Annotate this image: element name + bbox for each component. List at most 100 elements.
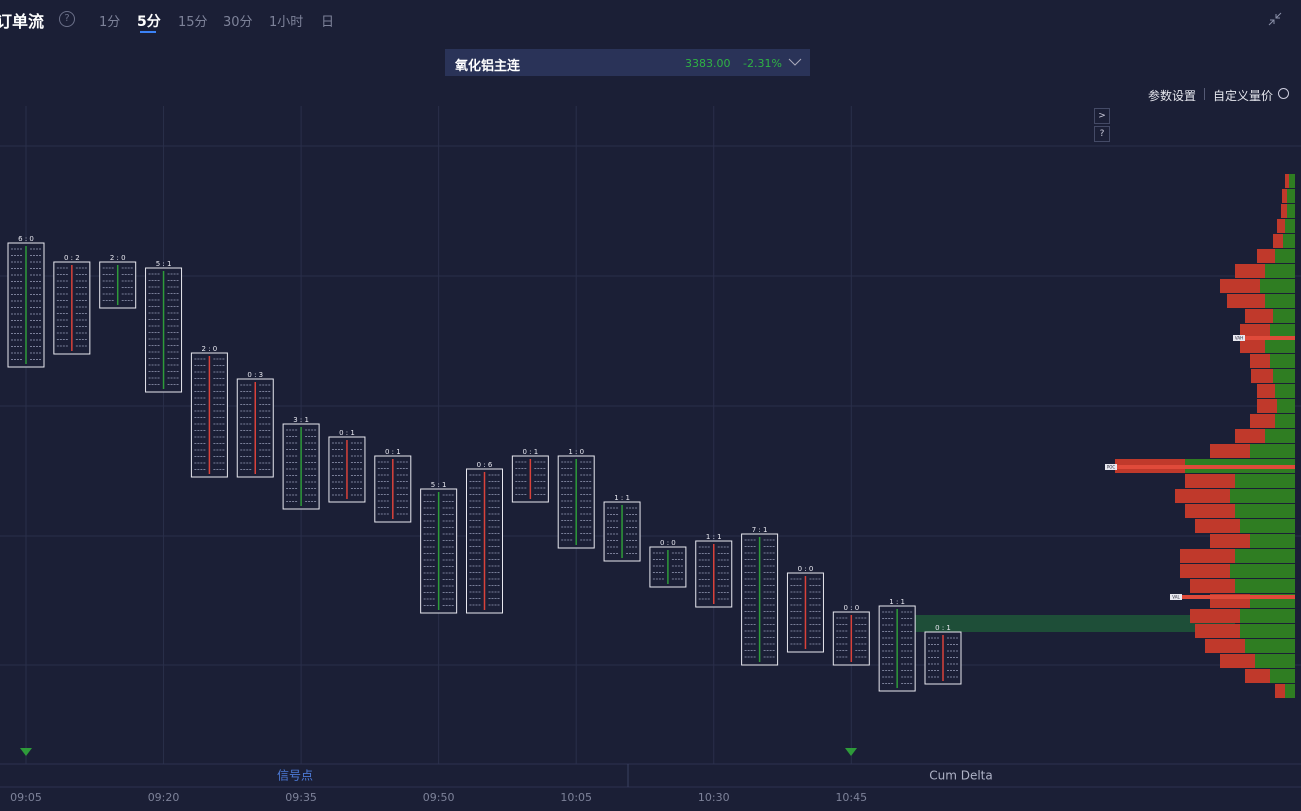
- profile-sell: [1282, 189, 1287, 203]
- profile-sell: [1210, 444, 1250, 458]
- collapse-icon[interactable]: [1266, 10, 1284, 28]
- profile-sell: [1257, 399, 1277, 413]
- profile-sell: [1245, 669, 1270, 683]
- footprint-header: 0 : 1: [339, 429, 355, 437]
- x-tick-label: 09:50: [423, 791, 455, 804]
- tab-underline: [140, 31, 156, 33]
- profile-sell: [1273, 234, 1283, 248]
- signal-marker: [845, 748, 857, 756]
- profile-buy: [1230, 564, 1295, 578]
- profile-sell: [1257, 384, 1275, 398]
- profile-buy: [1255, 654, 1295, 668]
- profile-sell: [1250, 354, 1270, 368]
- instrument-change: -2.31%: [743, 57, 782, 70]
- instrument-name: 氧化铝主连: [455, 59, 521, 74]
- marker-label: VAH: [1235, 336, 1243, 341]
- profile-sell: [1175, 489, 1230, 503]
- profile-buy: [1235, 579, 1295, 593]
- profile-sell: [1205, 639, 1245, 653]
- profile-sell: [1235, 264, 1265, 278]
- instrument-bar[interactable]: 氧化铝主连 3383.00 -2.31%: [445, 49, 810, 76]
- value-band: [915, 615, 1235, 632]
- profile-buy: [1287, 189, 1295, 203]
- custom-button[interactable]: 自定义量价: [1213, 89, 1274, 103]
- profile-buy: [1265, 429, 1295, 443]
- profile-sell: [1220, 279, 1260, 293]
- footprint-header: 0 : 0: [843, 604, 859, 612]
- profile-sell: [1195, 519, 1240, 533]
- profile-buy: [1265, 294, 1295, 308]
- side-button[interactable]: >: [1094, 108, 1110, 124]
- profile-buy: [1287, 204, 1295, 218]
- help-button[interactable]: ?: [59, 11, 75, 27]
- marker-label: VAL: [1172, 595, 1180, 600]
- profile-buy: [1240, 519, 1295, 533]
- settings-button[interactable]: 参数设置: [1148, 89, 1197, 103]
- marker-tag: [1170, 594, 1182, 600]
- footprint-header: 0 : 1: [935, 624, 951, 632]
- footprint-header: 2 : 0: [202, 345, 218, 353]
- profile-sell: [1190, 609, 1240, 623]
- footprint-header: 3 : 1: [293, 416, 309, 424]
- profile-sell: [1180, 549, 1235, 563]
- instrument-price: 3383.00: [685, 57, 731, 70]
- marker-tag: [1233, 335, 1245, 341]
- profile-buy: [1285, 684, 1295, 698]
- footprint-header: 7 : 1: [752, 526, 768, 534]
- profile-buy: [1273, 369, 1295, 383]
- profile-sell: [1245, 309, 1273, 323]
- interval-tab[interactable]: 30分: [223, 15, 253, 30]
- x-tick-label: 09:05: [10, 791, 42, 804]
- profile-buy: [1275, 414, 1295, 428]
- interval-tab[interactable]: 15分: [178, 15, 208, 30]
- interval-tab[interactable]: 日: [321, 15, 335, 30]
- profile-sell: [1257, 249, 1275, 263]
- profile-buy: [1250, 534, 1295, 548]
- profile-sell: [1250, 414, 1275, 428]
- interval-tab[interactable]: 1分: [99, 15, 121, 30]
- profile-sell: [1285, 174, 1289, 188]
- title: 订单流: [0, 12, 45, 31]
- footprint-header: 0 : 1: [522, 448, 538, 456]
- footprint-header: 0 : 1: [385, 448, 401, 456]
- x-tick-label: 10:30: [698, 791, 730, 804]
- footprint-header: 2 : 0: [110, 254, 126, 262]
- separator: [1204, 88, 1205, 100]
- marker-tag: [1105, 464, 1117, 470]
- bottom-tab[interactable]: 信号点: [277, 769, 313, 783]
- profile-buy: [1250, 444, 1295, 458]
- x-tick-label: 09:20: [148, 791, 180, 804]
- profile-sell: [1251, 369, 1273, 383]
- footprint-header: 5 : 1: [431, 481, 447, 489]
- interval-tab[interactable]: 5分: [137, 14, 161, 30]
- interval-tab[interactable]: 1小时: [269, 15, 304, 30]
- profile-buy: [1277, 399, 1295, 413]
- profile-sell: [1185, 474, 1235, 488]
- dropdown-icon: [788, 58, 802, 66]
- footprint-header: 0 : 0: [660, 539, 676, 547]
- footprint-header: 1 : 0: [568, 448, 584, 456]
- profile-buy: [1273, 309, 1295, 323]
- side-button[interactable]: ?: [1094, 126, 1110, 142]
- signal-marker: [20, 748, 32, 756]
- profile-sell: [1185, 504, 1235, 518]
- footprint-header: 1 : 1: [614, 494, 630, 502]
- profile-sell: [1281, 204, 1287, 218]
- profile-buy: [1265, 339, 1295, 353]
- profile-buy: [1235, 504, 1295, 518]
- profile-sell: [1180, 564, 1230, 578]
- profile-buy: [1285, 219, 1295, 233]
- profile-sell: [1190, 579, 1235, 593]
- profile-buy: [1265, 264, 1295, 278]
- profile-sell: [1275, 684, 1285, 698]
- x-tick-label: 10:45: [835, 791, 867, 804]
- footprint-header: 0 : 3: [247, 371, 263, 379]
- profile-sell: [1220, 654, 1255, 668]
- profile-buy: [1235, 549, 1295, 563]
- footprint-header: 0 : 0: [798, 565, 814, 573]
- grid: [0, 106, 1301, 764]
- profile-sell: [1235, 429, 1265, 443]
- bottom-tab[interactable]: Cum Delta: [929, 769, 993, 783]
- custom-icon: [1278, 88, 1289, 99]
